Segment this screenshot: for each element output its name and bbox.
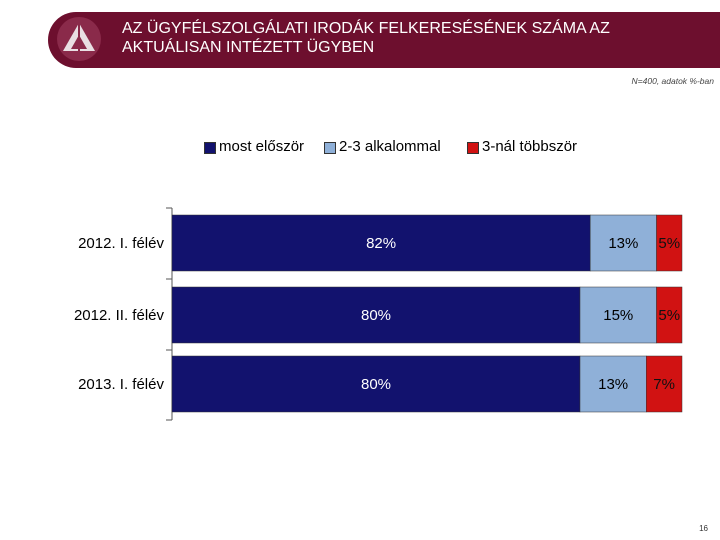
bar-2-0 — [171, 355, 581, 413]
chart-legend: most először 2-3 alkalommal 3-nál többsz… — [0, 138, 720, 158]
data-label-1-1: 15% — [603, 307, 633, 324]
data-label-0-0: 82% — [366, 235, 396, 252]
bar-1-1 — [579, 286, 657, 344]
bar-0-0 — [171, 214, 591, 272]
page-number: 16 — [699, 524, 708, 533]
page-title: AZ ÜGYFÉLSZOLGÁLATI IRODÁK FELKERESÉSÉNE… — [122, 20, 610, 56]
legend-label-2: 3-nál többször — [482, 138, 578, 155]
category-label-2: 2013. I. félév — [78, 376, 164, 393]
data-label-2-0: 80% — [361, 376, 391, 393]
bar-1-2 — [656, 286, 683, 344]
header-banner — [48, 12, 720, 68]
legend-swatch-1 — [324, 142, 336, 154]
bar-0-1 — [589, 214, 657, 272]
bar-1-0 — [171, 286, 581, 344]
data-label-2-2: 7% — [653, 376, 675, 393]
bar-2-2 — [646, 355, 683, 413]
legend-label-1: 2-3 alkalommal — [339, 138, 441, 155]
company-logo-icon — [57, 17, 101, 61]
data-label-2-1: 13% — [598, 376, 628, 393]
data-label-0-1: 13% — [608, 235, 638, 252]
legend-label-0: most először — [219, 138, 305, 155]
bar-2-1 — [579, 355, 647, 413]
category-label-1: 2012. II. félév — [74, 307, 165, 324]
category-label-0: 2012. I. félév — [78, 235, 164, 252]
data-label-1-0: 80% — [361, 307, 391, 324]
legend-swatch-2 — [467, 142, 479, 154]
legend-swatch-0 — [204, 142, 216, 154]
sample-note: N=400, adatok %-ban — [631, 76, 714, 86]
bar-0-2 — [656, 214, 683, 272]
data-label-0-2: 5% — [658, 235, 680, 252]
data-label-1-2: 5% — [658, 307, 680, 324]
